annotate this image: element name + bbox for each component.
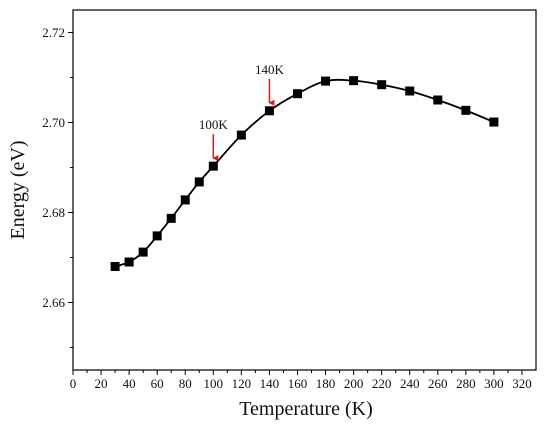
data-point-marker [489,117,499,127]
data-point-marker [264,106,274,116]
data-point-marker [377,80,387,90]
x-tick-label: 0 [70,376,77,391]
y-tick-label: 2.68 [42,205,65,220]
x-tick-label: 160 [288,376,308,391]
x-tick-label: 280 [456,376,476,391]
x-tick-label: 320 [512,376,532,391]
x-tick-label: 60 [151,376,164,391]
data-point-marker [405,86,415,96]
data-point-marker [152,231,162,241]
data-point-marker [321,76,331,86]
annotation-label: 140K [255,62,285,77]
x-tick-label: 200 [344,376,364,391]
x-tick-label: 300 [484,376,504,391]
data-point-marker [236,130,246,140]
data-point-marker [124,257,134,267]
data-point-marker [433,95,443,105]
data-point-marker [349,76,359,86]
x-tick-label: 120 [232,376,252,391]
x-tick-label: 140 [260,376,280,391]
x-tick-label: 180 [316,376,336,391]
x-tick-label: 80 [179,376,192,391]
x-axis-label: Temperature (K) [239,398,373,420]
series-group [110,76,499,271]
x-tick-label: 220 [372,376,392,391]
ticks-group: 0 20 40 60 80 100 120 140 160 180 200 220 240 260 280 3… [42,25,531,391]
data-point-marker [194,177,204,187]
data-point-marker [110,262,120,271]
x-tick-label: 240 [400,376,420,391]
data-point-marker [461,105,471,115]
x-tick-label: 100 [204,376,224,391]
annotations-group: 100K 140K [199,62,285,162]
y-tick-label: 2.66 [42,295,65,310]
data-point-marker [208,161,218,171]
y-tick-label: 2.70 [42,115,65,130]
data-point-marker [166,213,176,223]
data-point-marker [180,195,190,205]
x-tick-label: 40 [123,376,136,391]
y-axis-label: Energy (eV) [7,140,29,239]
data-point-marker [292,89,302,99]
x-tick-label: 260 [428,376,448,391]
annotation-label: 100K [199,117,229,132]
x-tick-label: 20 [95,376,108,391]
series-line [114,78,495,268]
axes-group [72,9,537,371]
data-point-marker [138,247,148,257]
plot-frame [72,9,537,371]
y-tick-label: 2.72 [42,25,65,40]
